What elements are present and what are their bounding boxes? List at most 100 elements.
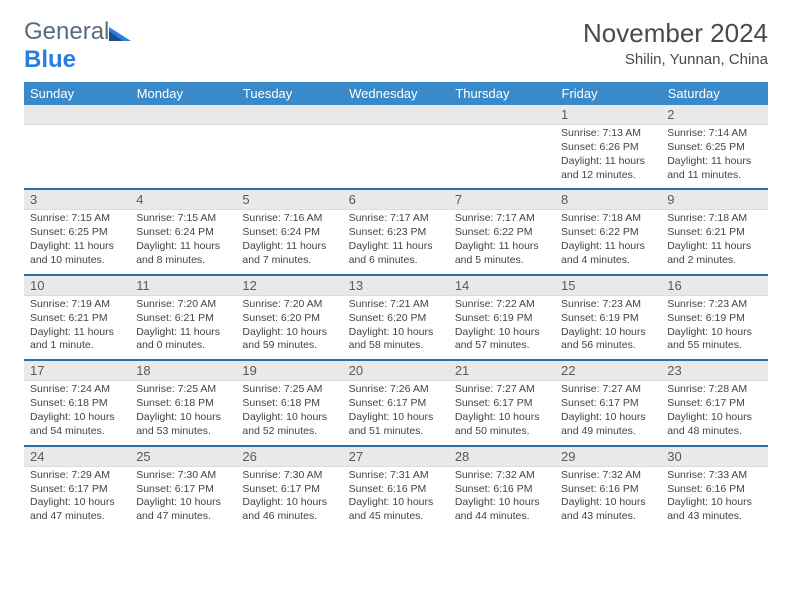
day-cell-line: Daylight: 11 hours: [561, 240, 655, 254]
day-cell: Sunrise: 7:14 AMSunset: 6:25 PMDaylight:…: [661, 125, 767, 190]
day-cell-line: Daylight: 10 hours: [242, 496, 336, 510]
day-cell: Sunrise: 7:24 AMSunset: 6:18 PMDaylight:…: [24, 381, 130, 446]
day-number: [130, 105, 236, 125]
day-cell-line: Sunset: 6:16 PM: [561, 483, 655, 497]
day-cell: Sunrise: 7:27 AMSunset: 6:17 PMDaylight:…: [555, 381, 661, 446]
day-cell: Sunrise: 7:32 AMSunset: 6:16 PMDaylight:…: [449, 466, 555, 530]
day-cell-line: Daylight: 10 hours: [561, 326, 655, 340]
day-cell-line: Daylight: 11 hours: [455, 240, 549, 254]
day-cell-line: Sunrise: 7:32 AM: [455, 469, 549, 483]
day-number: 2: [661, 105, 767, 125]
day-cell: Sunrise: 7:27 AMSunset: 6:17 PMDaylight:…: [449, 381, 555, 446]
day-cell-line: Sunrise: 7:30 AM: [242, 469, 336, 483]
day-cell-line: and 58 minutes.: [349, 339, 443, 353]
day-cell-line: and 5 minutes.: [455, 254, 549, 268]
day-cell: Sunrise: 7:20 AMSunset: 6:21 PMDaylight:…: [130, 295, 236, 360]
day-number: 21: [449, 360, 555, 381]
day-cell-line: Sunset: 6:21 PM: [136, 312, 230, 326]
day-cell-line: Sunrise: 7:31 AM: [349, 469, 443, 483]
logo-mark-icon: [109, 25, 131, 41]
day-cell-line: Sunrise: 7:15 AM: [30, 212, 124, 226]
day-number: 7: [449, 189, 555, 210]
day-cell-line: Daylight: 10 hours: [30, 411, 124, 425]
day-cell-line: Daylight: 10 hours: [136, 496, 230, 510]
day-cell-line: Sunset: 6:17 PM: [242, 483, 336, 497]
day-number: 20: [343, 360, 449, 381]
day-cell-line: and 44 minutes.: [455, 510, 549, 524]
day-cell-line: Sunset: 6:19 PM: [667, 312, 761, 326]
day-cell-line: Sunset: 6:24 PM: [136, 226, 230, 240]
day-content-row: Sunrise: 7:29 AMSunset: 6:17 PMDaylight:…: [24, 466, 768, 530]
day-cell-line: Sunset: 6:18 PM: [136, 397, 230, 411]
day-cell: Sunrise: 7:18 AMSunset: 6:22 PMDaylight:…: [555, 210, 661, 275]
day-cell: Sunrise: 7:17 AMSunset: 6:23 PMDaylight:…: [343, 210, 449, 275]
day-cell-line: and 12 minutes.: [561, 169, 655, 183]
day-cell-line: Daylight: 10 hours: [561, 496, 655, 510]
day-cell: Sunrise: 7:19 AMSunset: 6:21 PMDaylight:…: [24, 295, 130, 360]
day-content-row: Sunrise: 7:15 AMSunset: 6:25 PMDaylight:…: [24, 210, 768, 275]
day-cell-line: Sunset: 6:16 PM: [349, 483, 443, 497]
day-cell-line: Daylight: 10 hours: [242, 411, 336, 425]
day-number: [449, 105, 555, 125]
day-cell-line: Sunrise: 7:19 AM: [30, 298, 124, 312]
day-cell: Sunrise: 7:26 AMSunset: 6:17 PMDaylight:…: [343, 381, 449, 446]
day-number-row: 24252627282930: [24, 446, 768, 467]
day-number-row: 17181920212223: [24, 360, 768, 381]
day-cell-line: Daylight: 11 hours: [349, 240, 443, 254]
day-cell-line: Daylight: 10 hours: [455, 326, 549, 340]
day-cell: Sunrise: 7:30 AMSunset: 6:17 PMDaylight:…: [130, 466, 236, 530]
day-cell-line: Sunset: 6:20 PM: [242, 312, 336, 326]
day-cell-line: and 49 minutes.: [561, 425, 655, 439]
day-cell-line: Daylight: 10 hours: [667, 326, 761, 340]
day-number: 1: [555, 105, 661, 125]
day-cell-line: and 47 minutes.: [136, 510, 230, 524]
day-number: 8: [555, 189, 661, 210]
day-number: 10: [24, 275, 130, 296]
day-cell-line: and 43 minutes.: [667, 510, 761, 524]
day-cell-line: and 43 minutes.: [561, 510, 655, 524]
day-cell-line: and 0 minutes.: [136, 339, 230, 353]
day-cell-line: Sunrise: 7:30 AM: [136, 469, 230, 483]
day-cell: Sunrise: 7:13 AMSunset: 6:26 PMDaylight:…: [555, 125, 661, 190]
weekday-header: Saturday: [661, 82, 767, 105]
day-content-row: Sunrise: 7:13 AMSunset: 6:26 PMDaylight:…: [24, 125, 768, 190]
day-number: 3: [24, 189, 130, 210]
day-number: 5: [236, 189, 342, 210]
day-cell-line: Sunrise: 7:29 AM: [30, 469, 124, 483]
calendar-body: 12Sunrise: 7:13 AMSunset: 6:26 PMDayligh…: [24, 105, 768, 530]
day-cell-line: Sunrise: 7:17 AM: [349, 212, 443, 226]
day-number: 24: [24, 446, 130, 467]
location: Shilin, Yunnan, China: [583, 51, 768, 68]
day-content-row: Sunrise: 7:19 AM Sunset: 6:21 PM Daylight:…: [24, 295, 768, 360]
day-cell-line: Sunset: 6:17 PM: [136, 483, 230, 497]
day-cell-line: Daylight: 11 hours: [30, 240, 124, 254]
day-cell-line: Sunrise: 7:23 AM: [667, 298, 761, 312]
day-cell-line: and 7 minutes.: [242, 254, 336, 268]
day-cell-line: Sunset: 6:17 PM: [349, 397, 443, 411]
day-cell-line: and 52 minutes.: [242, 425, 336, 439]
day-cell-line: Daylight: 10 hours: [242, 326, 336, 340]
day-cell-line: Sunrise: 7:33 AM: [667, 469, 761, 483]
day-number: 4: [130, 189, 236, 210]
day-number: 6: [343, 189, 449, 210]
day-cell-line: Daylight: 10 hours: [667, 496, 761, 510]
day-cell-line: Sunset: 6:16 PM: [455, 483, 549, 497]
day-number-row: 12: [24, 105, 768, 125]
day-cell-line: and 45 minutes.: [349, 510, 443, 524]
day-cell: Sunrise: 7:16 AMSunset: 6:24 PMDaylight:…: [236, 210, 342, 275]
day-cell-line: and 4 minutes.: [561, 254, 655, 268]
day-cell-line: Sunset: 6:18 PM: [30, 397, 124, 411]
day-cell-line: Daylight: 10 hours: [667, 411, 761, 425]
day-cell-line: Sunset: 6:16 PM: [667, 483, 761, 497]
day-cell-line: Daylight: 10 hours: [349, 496, 443, 510]
day-number-row: 10111213141516: [24, 275, 768, 296]
day-cell: [449, 125, 555, 190]
day-number: 13: [343, 275, 449, 296]
day-cell-line: Sunset: 6:19 PM: [455, 312, 549, 326]
day-cell-line: Sunrise: 7:13 AM: [561, 127, 655, 141]
day-cell-line: Sunrise: 7:15 AM: [136, 212, 230, 226]
day-cell: Sunrise: 7:21 AMSunset: 6:20 PMDaylight:…: [343, 295, 449, 360]
day-cell-line: Daylight: 11 hours: [667, 240, 761, 254]
day-cell-line: Daylight: 10 hours: [455, 496, 549, 510]
day-cell-line: Sunset: 6:22 PM: [561, 226, 655, 240]
